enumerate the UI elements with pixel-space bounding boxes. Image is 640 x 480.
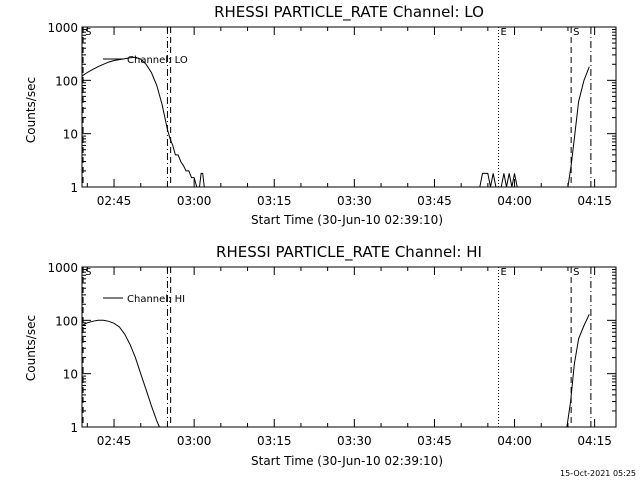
hi-y-axis-label: Counts/sec <box>24 315 38 381</box>
lo-series-line <box>567 66 590 188</box>
hi-y-tick-label: 10 <box>63 368 78 382</box>
hi-x-axis-label: Start Time (30-Jun-10 02:39:10) <box>251 454 443 468</box>
lo-marker-label: S <box>85 27 91 38</box>
lo-x-tick-label: 03:45 <box>417 194 452 208</box>
lo-series-line <box>81 56 200 188</box>
lo-series-line <box>199 172 205 188</box>
hi-y-tick-label: 1 <box>70 421 78 435</box>
hi-x-tick-label: 04:00 <box>497 434 532 448</box>
lo-y-tick-label: 1 <box>70 181 78 195</box>
lo-y-tick-label: 100 <box>55 74 78 88</box>
lo-chart-title: RHESSI PARTICLE_RATE Channel: LO <box>214 3 484 22</box>
lo-x-tick-label: 04:15 <box>577 194 612 208</box>
hi-x-tick-label: 03:15 <box>257 434 292 448</box>
lo-series-line <box>500 173 518 188</box>
hi-chart-title: RHESSI PARTICLE_RATE Channel: HI <box>216 243 482 262</box>
lo-marker-label: E <box>501 27 507 38</box>
lo-channel-panel: RHESSI PARTICLE_RATE Channel: LO Counts/… <box>24 3 617 227</box>
lo-legend: Channel: LO <box>103 55 188 66</box>
lo-marker-label: S <box>573 27 579 38</box>
lo-x-tick-label: 03:30 <box>337 194 372 208</box>
hi-marker-label: E <box>501 267 507 278</box>
hi-marker-label: S <box>573 267 579 278</box>
hi-x-tick-label: 03:30 <box>337 434 372 448</box>
lo-ticks: 02:45 03:00 03:15 03:30 03:45 04:00 04:15 1 10 10… <box>47 21 616 208</box>
hi-x-tick-label: 03:00 <box>177 434 212 448</box>
hi-series <box>81 314 590 428</box>
hi-plot-frame <box>81 266 617 428</box>
hi-x-tick-label: 04:15 <box>577 434 612 448</box>
lo-x-tick-label: 02:45 <box>97 194 132 208</box>
hi-legend-label: Channel: HI <box>127 294 185 305</box>
hi-x-tick-label: 03:45 <box>417 434 452 448</box>
hi-channel-panel: RHESSI PARTICLE_RATE Channel: HI Counts/… <box>24 243 617 468</box>
lo-y-axis-label: Counts/sec <box>24 77 38 143</box>
hi-series-line <box>81 319 160 428</box>
generation-date: 15-Oct-2021 05:25 <box>560 469 636 478</box>
lo-x-tick-label: 03:15 <box>257 194 292 208</box>
lo-x-axis-label: Start Time (30-Jun-10 02:39:10) <box>251 213 443 227</box>
lo-x-tick-label: 04:00 <box>497 194 532 208</box>
lo-x-tick-label: 03:00 <box>177 194 212 208</box>
hi-marker-label: S <box>85 267 91 278</box>
hi-y-tick-label: 100 <box>55 314 78 328</box>
hi-x-tick-label: 02:45 <box>97 434 132 448</box>
lo-y-tick-label: 10 <box>63 128 78 142</box>
hi-series-line <box>566 314 590 428</box>
lo-series <box>81 56 590 188</box>
lo-plot-frame <box>81 26 617 188</box>
lo-y-tick-label: 1000 <box>47 21 78 35</box>
hi-y-tick-label: 1000 <box>47 261 78 275</box>
lo-legend-label: Channel: LO <box>127 55 188 66</box>
hi-ticks: 02:45 03:00 03:15 03:30 03:45 04:00 04:15 1 10 10… <box>47 261 616 448</box>
lo-series-line <box>479 172 497 188</box>
hi-legend: Channel: HI <box>103 294 185 305</box>
